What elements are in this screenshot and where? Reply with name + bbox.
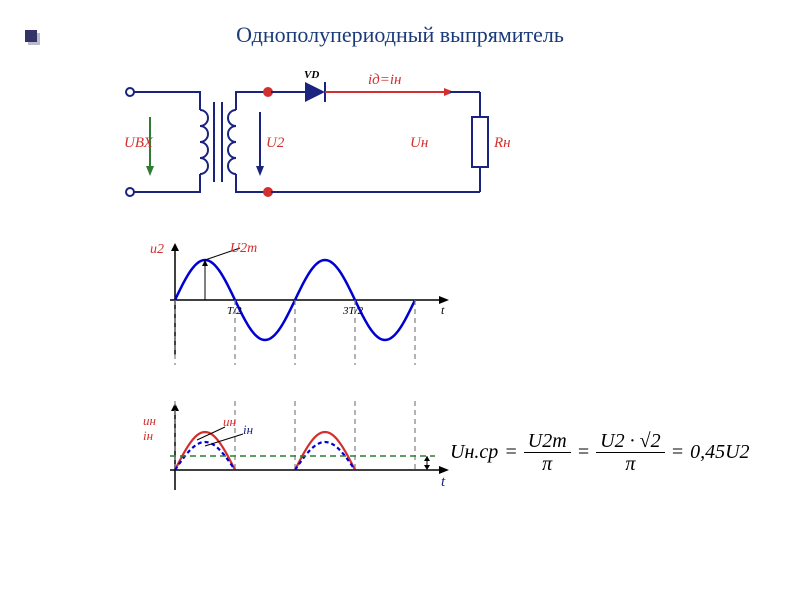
svg-text:VD: VD	[304, 69, 319, 81]
sine-wave-plot: u2 U2m T/2 3T/2 t	[135, 235, 465, 365]
svg-text:t: t	[441, 303, 445, 317]
circuit-diagram: VD iд=iн UВХ U2 Uн Rн	[110, 62, 530, 222]
svg-text:t: t	[441, 474, 446, 490]
svg-text:Rн: Rн	[493, 135, 511, 151]
svg-text:Uн: Uн	[410, 135, 428, 151]
svg-text:T/2: T/2	[227, 305, 242, 317]
svg-text:uн: uн	[223, 414, 236, 429]
formula: Uн.ср = U2m π = U2 · √2 π = 0,45U2	[450, 430, 750, 475]
svg-text:UВХ: UВХ	[124, 135, 154, 151]
svg-text:U2m: U2m	[230, 241, 257, 256]
svg-text:uн: uн	[143, 413, 156, 428]
svg-text:iд=iн: iд=iн	[368, 72, 402, 88]
svg-text:3T/2: 3T/2	[342, 305, 364, 317]
svg-text:u2: u2	[150, 242, 164, 257]
svg-text:iн: iн	[143, 428, 153, 443]
svg-text:U2: U2	[266, 135, 285, 151]
rectified-wave-plot: uнiнuнiнt	[135, 400, 465, 510]
page-title: Однополупериодный выпрямитель	[0, 22, 800, 48]
svg-text:iн: iн	[243, 422, 253, 437]
